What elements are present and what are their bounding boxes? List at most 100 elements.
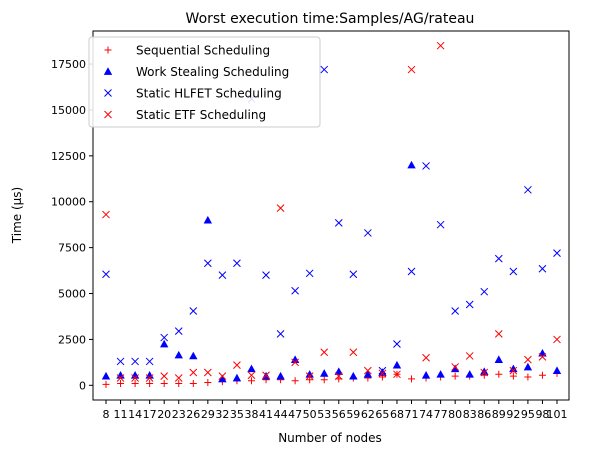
series-3-point (131, 374, 139, 382)
x-tick-label: 92 (506, 408, 520, 421)
series-3-point (102, 210, 110, 219)
series-3-point (349, 348, 358, 357)
x-tick-label: 77 (434, 408, 448, 421)
series-3-point (465, 352, 474, 360)
y-tick-label: 15000 (51, 104, 86, 117)
x-tick-label: 14 (128, 408, 142, 421)
series-2-point (291, 286, 299, 295)
legend-label-0: Sequential Scheduling (136, 44, 270, 58)
series-3-point (305, 372, 314, 380)
legend-label-3: Static ETF Scheduling (136, 108, 266, 122)
series-3-point (218, 372, 227, 380)
series-1-point (392, 360, 402, 369)
series-2-point (524, 185, 532, 194)
x-tick-label: 29 (201, 408, 215, 421)
y-axis: 0 2500 5000 7500 10000 12500 15000 17500 (51, 58, 93, 392)
chart-title: Worst execution time:Samples/AG/rateau (186, 11, 475, 27)
series-1-point (247, 364, 256, 373)
series-3-point (276, 204, 285, 213)
legend: Sequential Scheduling Work Stealing Sched… (88, 36, 321, 128)
x-tick-label: 83 (463, 408, 477, 421)
series-1-point (494, 355, 504, 363)
series-0-point (175, 379, 183, 387)
x-tick-label: 62 (361, 408, 375, 421)
series-2-point (553, 249, 561, 257)
legend-marker-2 (104, 89, 112, 97)
series-2-point (102, 270, 110, 279)
series-3-point (116, 374, 125, 382)
series-3-point (262, 371, 270, 380)
series-0-point (291, 377, 299, 385)
legend-marker-0 (104, 46, 112, 54)
x-tick-label: 89 (492, 408, 506, 421)
series-1-point (305, 370, 314, 378)
series-1-point (145, 371, 154, 379)
y-axis-label: Time (µs) (10, 187, 24, 244)
x-tick-label: 47 (288, 408, 302, 421)
x-tick-label: 20 (157, 408, 171, 421)
series-2-point (436, 220, 445, 229)
series-1-point (334, 367, 343, 375)
series-1-point (116, 371, 125, 379)
series-0-point (408, 375, 416, 383)
series-2-point (160, 333, 169, 342)
series-1-point (509, 364, 518, 373)
series-0-point (189, 379, 197, 387)
series-1-point (450, 364, 460, 373)
series-1-point (174, 350, 183, 359)
legend-marker-3 (104, 110, 112, 119)
x-tick-label: 32 (215, 408, 229, 421)
x-tick-label: 71 (405, 408, 419, 421)
plot-area (92, 30, 570, 401)
series-2-point (320, 65, 329, 74)
series-0-point (102, 380, 110, 388)
series-2-point (218, 271, 227, 280)
y-tick-label: 7500 (58, 242, 86, 255)
series-1-point (276, 371, 285, 380)
series-2-point (145, 357, 154, 366)
series-1-point (407, 160, 416, 169)
x-axis-label: Number of nodes (278, 431, 382, 445)
series-3-point (203, 368, 212, 377)
series-0-point (538, 371, 546, 379)
series-1-point (130, 371, 140, 379)
series-0-point (495, 370, 503, 378)
series-1-point (538, 348, 547, 357)
series-3-point (247, 371, 256, 380)
series-2-point (364, 229, 372, 237)
series-3-point (538, 353, 547, 361)
series-3-point (145, 374, 154, 382)
y-tick-label: 2500 (58, 333, 86, 346)
y-tick-label: 5000 (58, 288, 86, 301)
series-1-point (378, 368, 387, 376)
series-1-point (218, 374, 227, 383)
series-0-point (509, 372, 517, 380)
x-tick-label: 11 (114, 408, 128, 421)
x-tick-label: 95 (521, 408, 535, 421)
x-tick-label: 86 (477, 408, 491, 421)
y-tick-label: 10000 (51, 196, 86, 209)
series-2-point (509, 267, 518, 276)
series-2-point (480, 287, 489, 296)
series-1-point (349, 371, 358, 380)
series-1-point (232, 373, 242, 382)
series-3-point (393, 370, 401, 379)
x-tick-label: 8 (103, 408, 110, 421)
series-1-point (320, 369, 329, 377)
series-1-point (523, 362, 533, 371)
x-tick-label: 50 (303, 408, 317, 421)
series-3-point (364, 366, 372, 375)
y-tick-label: 12500 (51, 150, 86, 163)
x-tick-label: 59 (346, 408, 360, 421)
series-2-point (131, 357, 139, 366)
legend-label-1: Work Stealing Scheduling (136, 65, 289, 79)
x-tick-label: 44 (274, 408, 288, 421)
legend-marker-1 (103, 67, 113, 75)
series-0-point (131, 379, 139, 387)
series-3-point (233, 361, 241, 369)
series-0-point (160, 379, 168, 387)
series-2-point (233, 259, 241, 268)
series-0-point (451, 372, 459, 380)
series-2-point (262, 271, 270, 280)
x-tick-label: 38 (244, 408, 258, 421)
